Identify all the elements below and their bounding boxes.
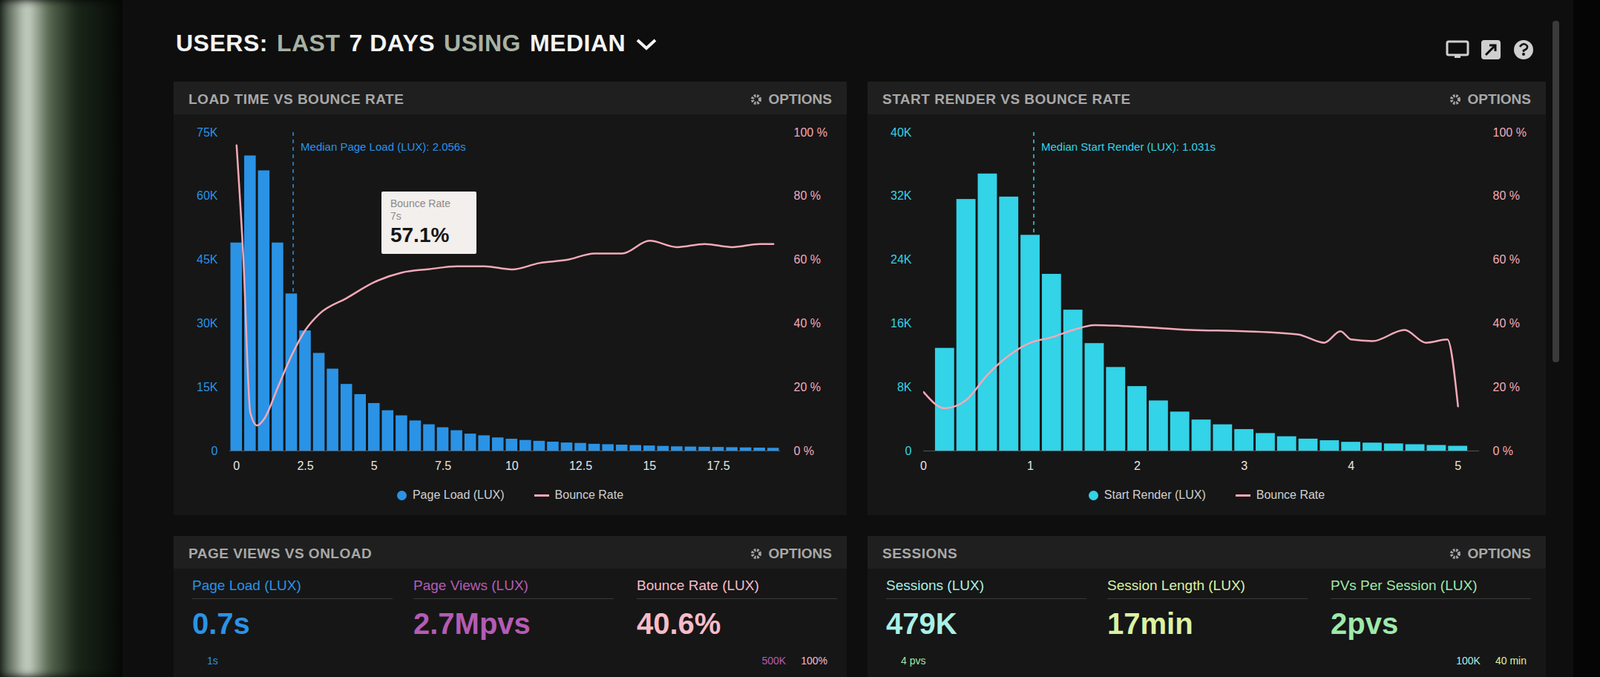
html-text:500K: 500K: [761, 654, 787, 667]
html-text:2.7Mpvs: 2.7Mpvs: [413, 607, 531, 640]
html-text:USERS: LAST 7 DAYS USING MEDIA: USERS: LAST 7 DAYS USING MEDIAN: [175, 29, 626, 57]
svg-text:Median Start Render (LUX): 1.0: Median Start Render (LUX): 1.031s: [1041, 140, 1216, 153]
svg-text:16K: 16K: [890, 316, 913, 330]
svg-text:8K: 8K: [897, 380, 913, 394]
svg-text:7.5: 7.5: [434, 459, 452, 472]
html-text:100%: 100%: [800, 654, 828, 667]
svg-text:75K: 75K: [196, 126, 219, 139]
svg-text:24K: 24K: [890, 253, 913, 266]
html-text:0.7s: 0.7s: [192, 607, 251, 640]
svg-text:20 %: 20 %: [1493, 380, 1520, 394]
svg-text:40 %: 40 %: [794, 316, 821, 330]
html-text:OPTIONS: OPTIONS: [1467, 545, 1531, 562]
html-text:OPTIONS: OPTIONS: [768, 545, 832, 562]
svg-text:Median Page Load (LUX): 2.056s: Median Page Load (LUX): 2.056s: [300, 140, 467, 153]
svg-text:2.5: 2.5: [296, 459, 314, 472]
svg-text:80 %: 80 %: [794, 189, 821, 202]
html-text:1s: 1s: [207, 654, 219, 667]
html-text:PAGE VIEWS VS ONLOAD: PAGE VIEWS VS ONLOAD: [188, 545, 372, 562]
svg-text:0: 0: [905, 444, 913, 458]
svg-text:0: 0: [233, 459, 240, 472]
svg-text:60 %: 60 %: [1493, 253, 1520, 266]
html-text:2pvs: 2pvs: [1330, 607, 1399, 640]
html-text:Bounce Rate: Bounce Rate: [390, 197, 451, 210]
svg-text:17.5: 17.5: [706, 459, 730, 472]
html-text:LOAD TIME VS BOUNCE RATE: LOAD TIME VS BOUNCE RATE: [188, 91, 404, 107]
html-text:Start Render (LUX): Start Render (LUX): [1104, 488, 1206, 501]
svg-text:12.5: 12.5: [569, 459, 593, 472]
html-text:Bounce Rate: Bounce Rate: [554, 488, 624, 501]
html-text:4 pvs: 4 pvs: [900, 654, 926, 667]
svg-text:5: 5: [371, 459, 378, 472]
svg-text:5: 5: [1454, 459, 1462, 472]
html-text:57.1%: 57.1%: [390, 223, 450, 247]
html-text:100K: 100K: [1456, 654, 1481, 667]
svg-text:3: 3: [1240, 459, 1248, 472]
svg-text:15K: 15K: [196, 380, 219, 394]
svg-text:40 %: 40 %: [1493, 316, 1520, 330]
svg-text:100 %: 100 %: [794, 126, 828, 139]
svg-text:10: 10: [505, 459, 519, 472]
svg-text:0 %: 0 %: [794, 444, 815, 458]
html-text:OPTIONS: OPTIONS: [768, 91, 832, 107]
svg-text:0: 0: [211, 444, 219, 458]
html-text:Page Load (LUX): Page Load (LUX): [412, 488, 505, 501]
svg-text:1: 1: [1027, 459, 1034, 472]
html-text:40 min: 40 min: [1495, 654, 1527, 667]
html-text:START RENDER VS BOUNCE RATE: START RENDER VS BOUNCE RATE: [882, 91, 1131, 107]
html-text:479K: 479K: [886, 607, 958, 640]
html-text:Bounce Rate (LUX): Bounce Rate (LUX): [636, 577, 760, 593]
svg-text:15: 15: [642, 459, 657, 472]
html-text:SESSIONS: SESSIONS: [882, 545, 958, 562]
svg-text:80 %: 80 %: [1493, 189, 1520, 202]
svg-text:40K: 40K: [890, 126, 913, 139]
svg-text:4: 4: [1347, 459, 1355, 472]
html-text:PVs Per Session (LUX): PVs Per Session (LUX): [1330, 577, 1478, 593]
svg-text:0: 0: [920, 459, 927, 472]
html-text:7s: 7s: [390, 210, 402, 222]
html-text:40.6%: 40.6%: [636, 607, 721, 640]
html-text:Bounce Rate: Bounce Rate: [1256, 488, 1325, 501]
svg-text:0 %: 0 %: [1493, 444, 1514, 458]
html-text:Page Views (LUX): Page Views (LUX): [413, 577, 529, 593]
svg-text:45K: 45K: [196, 253, 219, 266]
svg-text:30K: 30K: [196, 316, 219, 330]
html-text:Page Load (LUX): Page Load (LUX): [192, 577, 302, 593]
html-text:Sessions (LUX): Sessions (LUX): [886, 577, 985, 593]
html-text:Session Length (LUX): Session Length (LUX): [1107, 577, 1246, 593]
svg-text:2: 2: [1133, 459, 1141, 472]
svg-text:60 %: 60 %: [794, 253, 821, 266]
html-text:OPTIONS: OPTIONS: [1467, 91, 1531, 107]
html-text:17min: 17min: [1107, 607, 1194, 640]
svg-text:100 %: 100 %: [1493, 126, 1527, 139]
svg-text:20 %: 20 %: [794, 380, 821, 394]
svg-text:60K: 60K: [196, 189, 219, 202]
svg-text:32K: 32K: [890, 189, 913, 202]
